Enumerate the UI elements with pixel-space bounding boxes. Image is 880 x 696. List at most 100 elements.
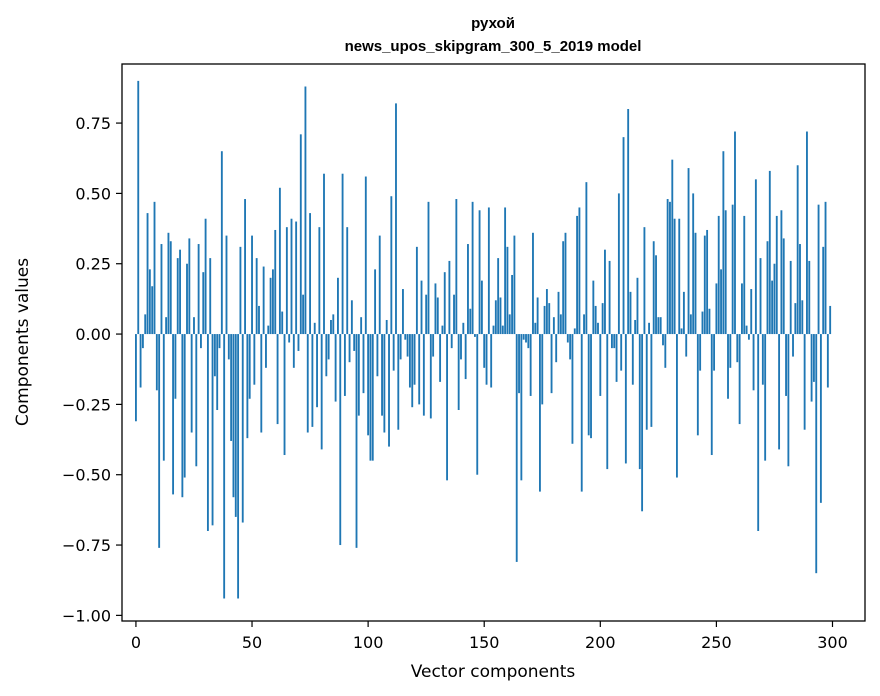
bar — [727, 334, 729, 399]
bar — [592, 280, 595, 335]
bar — [295, 221, 298, 335]
bar — [467, 244, 469, 335]
bar — [708, 308, 711, 335]
y-tick-label: −0.75 — [62, 536, 111, 555]
bar — [578, 207, 581, 335]
bar — [604, 249, 606, 335]
bar — [357, 334, 360, 416]
bar — [197, 244, 200, 335]
bar — [246, 334, 249, 439]
bar — [799, 244, 801, 335]
bar — [271, 269, 274, 335]
bar — [455, 199, 458, 335]
bar — [457, 334, 460, 411]
x-tick-label: 100 — [353, 633, 384, 652]
bar — [460, 334, 462, 360]
bar — [304, 86, 307, 335]
bar — [443, 272, 446, 335]
bar — [160, 244, 163, 335]
bar — [346, 227, 349, 335]
bar — [285, 227, 288, 335]
bar — [204, 218, 207, 335]
bar — [539, 334, 541, 492]
bar — [525, 334, 527, 343]
bar — [587, 334, 590, 436]
bar — [720, 269, 722, 335]
bar — [541, 334, 544, 405]
bar — [441, 325, 444, 335]
bar — [395, 103, 397, 335]
bar — [232, 334, 235, 498]
bar — [265, 334, 267, 368]
bar — [436, 297, 439, 335]
bar — [281, 311, 284, 335]
plot-frame — [121, 63, 866, 622]
bar — [731, 204, 734, 335]
y-axis: −1.00 −0.75 −0.50 −0.25 0.00 0.25 0.50 0.75 — [62, 114, 122, 625]
bar — [657, 317, 660, 335]
bar — [743, 215, 746, 335]
bar — [200, 334, 202, 349]
bar — [729, 334, 732, 368]
bar — [617, 193, 620, 335]
bar — [186, 263, 188, 335]
bar — [483, 334, 486, 368]
bar — [288, 334, 291, 343]
bar — [738, 334, 741, 425]
bar — [717, 215, 720, 335]
bar — [278, 187, 281, 335]
bar — [613, 334, 616, 349]
bar — [724, 210, 727, 335]
bar — [501, 325, 504, 335]
bar — [794, 303, 797, 335]
bar — [255, 258, 258, 335]
bar — [234, 334, 237, 517]
bar — [297, 334, 300, 351]
bar — [195, 334, 198, 467]
bar — [478, 210, 481, 335]
bar — [381, 334, 383, 416]
bar — [559, 314, 562, 335]
bar — [638, 334, 641, 470]
chart-title-line2: news_upos_skipgram_300_5_2019 model — [345, 38, 642, 55]
bar — [824, 201, 827, 335]
bar — [673, 218, 676, 335]
bar — [696, 334, 699, 436]
bar — [520, 334, 523, 481]
bar — [775, 215, 778, 335]
bar — [745, 325, 748, 335]
bar — [476, 334, 479, 475]
bar — [627, 109, 630, 335]
bar — [796, 165, 799, 335]
bar — [450, 334, 453, 349]
bar — [792, 334, 794, 357]
bar — [276, 334, 279, 425]
bar — [144, 314, 147, 335]
bar — [369, 334, 372, 461]
bar — [736, 334, 739, 363]
bar — [608, 260, 611, 335]
bar — [151, 286, 154, 335]
y-tick-label: 0.50 — [75, 184, 111, 203]
bar — [487, 207, 490, 335]
bar — [181, 334, 184, 498]
bar — [341, 173, 344, 335]
bar — [216, 334, 219, 411]
bar — [239, 246, 242, 335]
bar — [206, 334, 209, 531]
bar — [348, 334, 351, 363]
bar — [819, 334, 822, 503]
bar — [597, 322, 599, 335]
bar — [474, 334, 476, 337]
bar — [536, 297, 539, 335]
bar — [810, 334, 813, 402]
bar — [190, 334, 193, 433]
bar — [339, 334, 342, 546]
bar — [662, 334, 664, 346]
bar — [139, 334, 142, 388]
x-tick-label: 250 — [701, 633, 732, 652]
bar — [390, 196, 393, 335]
bar — [220, 151, 223, 335]
bar — [506, 246, 509, 335]
bar — [576, 215, 579, 335]
